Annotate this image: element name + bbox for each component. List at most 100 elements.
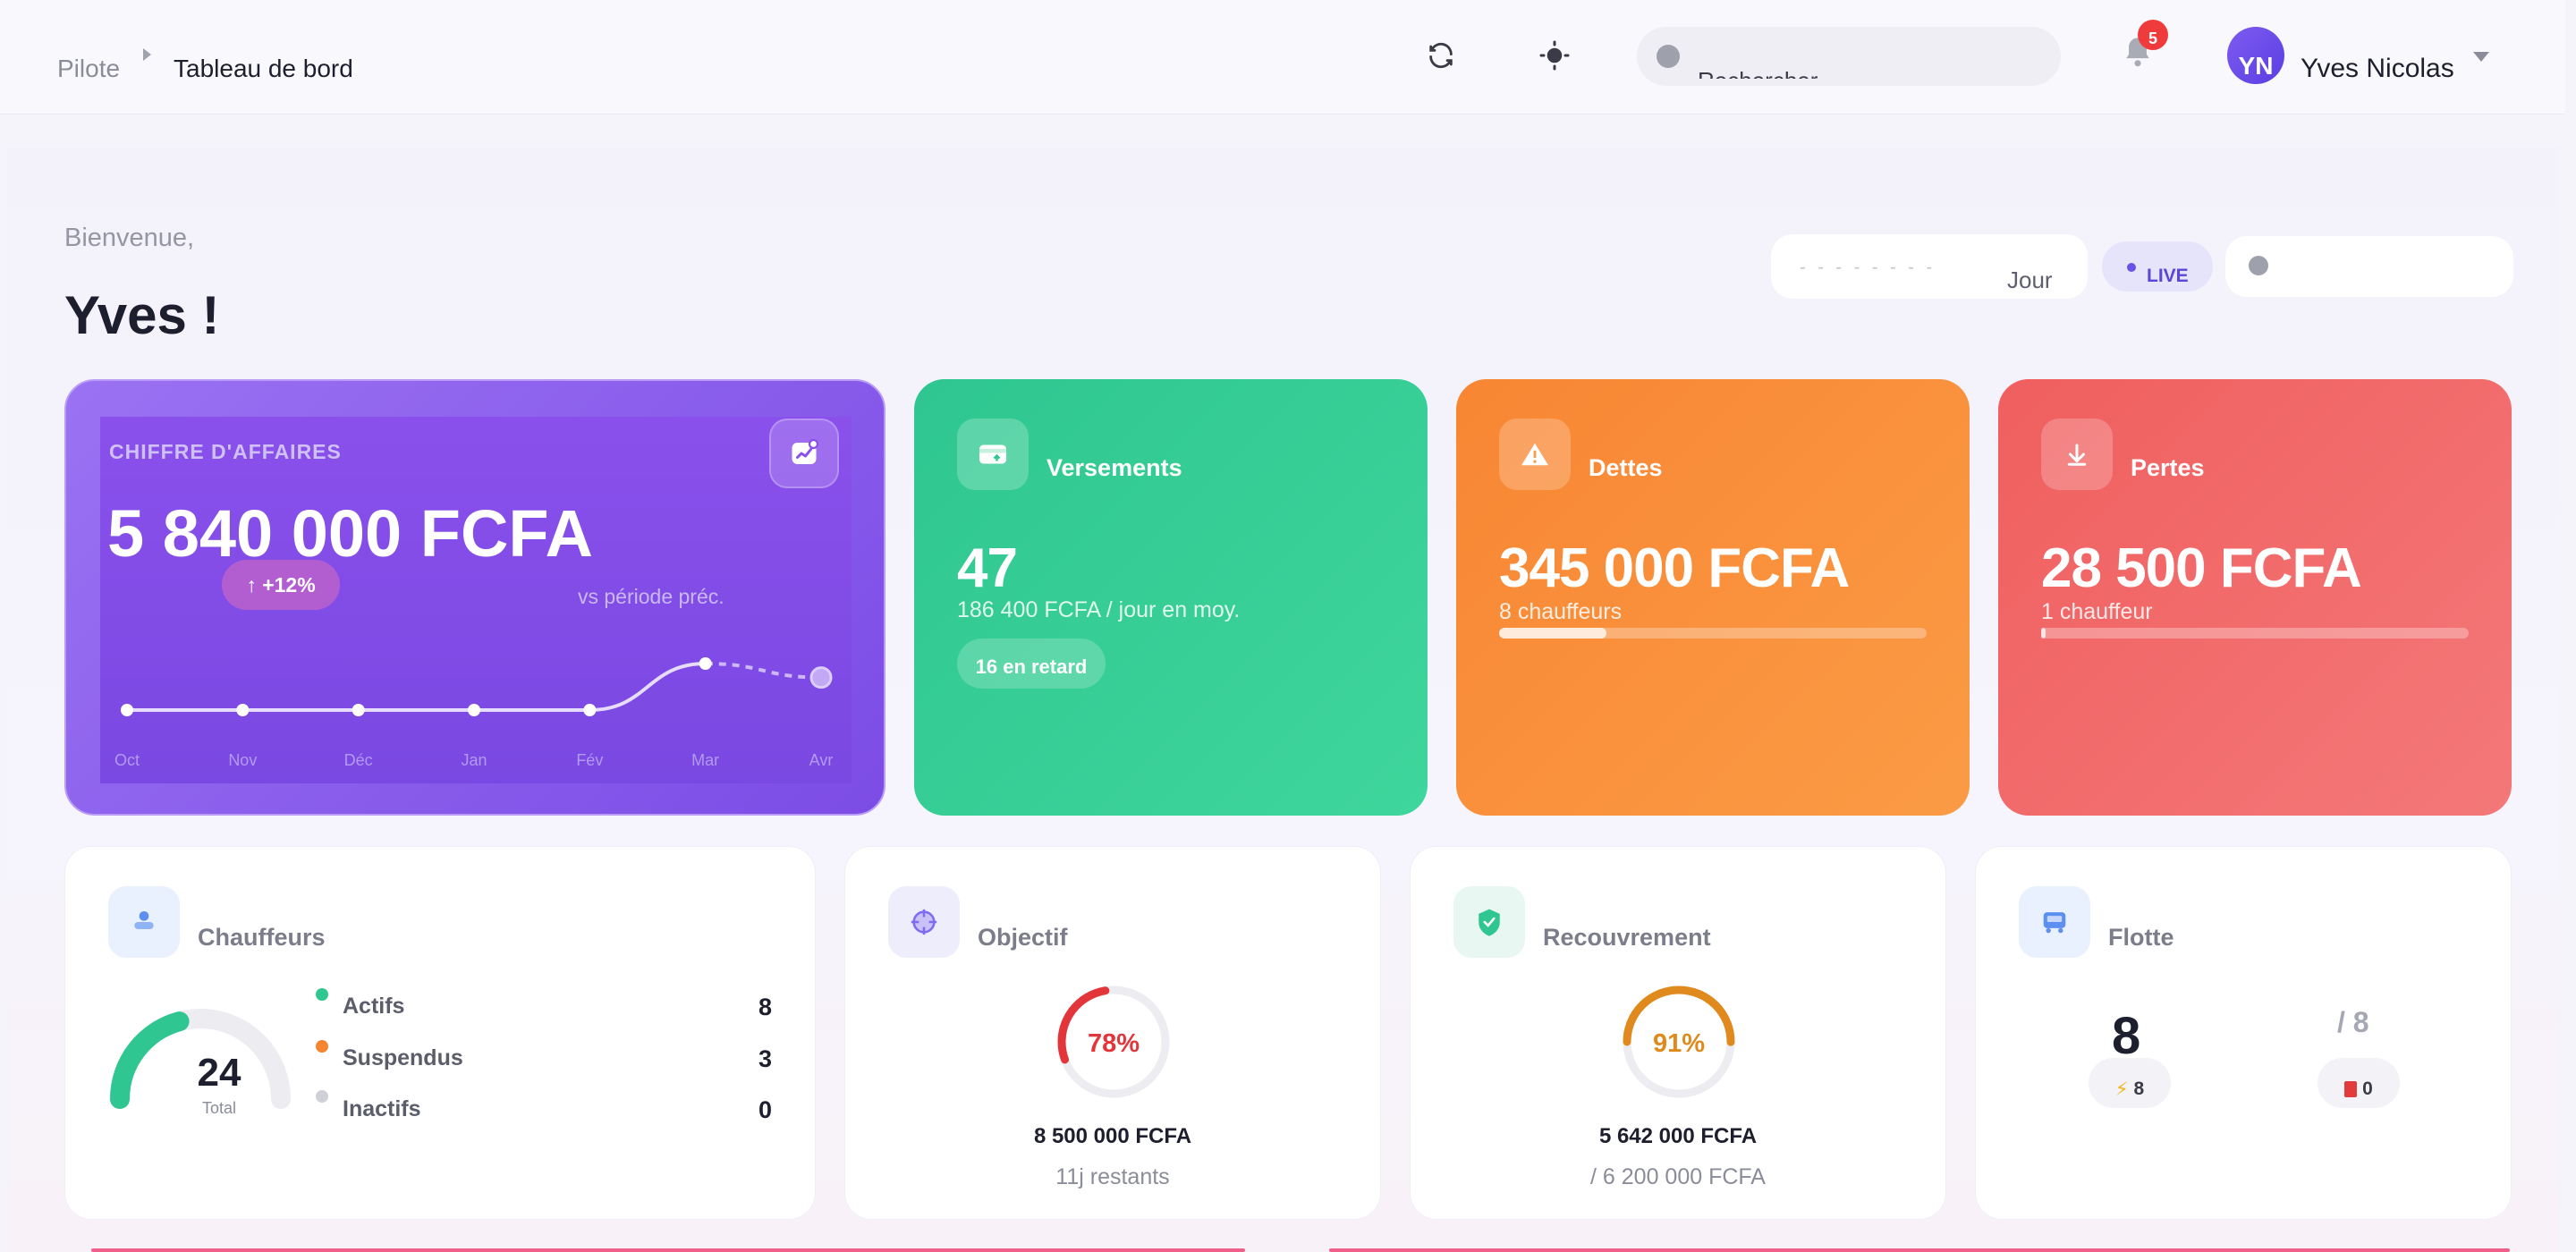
revenue-compare: vs période préc.	[578, 585, 724, 608]
ring-progress	[1057, 986, 1170, 1098]
notification-badge: 5	[2138, 20, 2168, 50]
flotte-total: / 8	[2337, 1006, 2369, 1038]
revenue-month-label: Avr	[809, 751, 834, 769]
recouvrement-amount: 5 642 000 FCFA	[1598, 1124, 1758, 1148]
chart-icon	[792, 438, 819, 464]
drivers-title: Chauffeurs	[198, 924, 326, 951]
legend-dot-suspendus	[316, 1040, 328, 1053]
breadcrumb-root[interactable]: Pilote	[57, 55, 121, 82]
user-greeting: Yves !	[64, 285, 220, 345]
revenue-point[interactable]	[121, 704, 133, 716]
date-input[interactable]: - - - - - - - -	[1800, 258, 1936, 277]
recouvrement-card[interactable]: Recouvrement 91% 5 642 000 FCFA / 6 200 …	[1410, 846, 1946, 1220]
revenue-trend: +12%	[262, 572, 316, 596]
dashboard-search[interactable]	[2225, 236, 2513, 297]
dettes-icon-wrap	[1499, 419, 1571, 490]
versements-label: Versements	[1046, 454, 1182, 481]
search-icon	[1657, 45, 1680, 68]
driver-icon	[134, 911, 154, 929]
revenue-point[interactable]	[468, 704, 480, 716]
revenue-trend-badge: ↑ +12%	[222, 560, 340, 610]
dettes-label: Dettes	[1589, 454, 1663, 481]
versements-icon-wrap	[957, 419, 1029, 490]
objectif-icon-wrap	[888, 886, 960, 958]
revenue-forecast-line	[705, 662, 822, 680]
top-bar: Pilote Tableau de bord Rechercher 5 YN Y…	[0, 0, 2565, 114]
flotte-card[interactable]: Flotte 8 / 8 ⚡ 8 0	[1975, 846, 2512, 1220]
revenue-card-panel: CHIFFRE D'AFFAIRES 5 840 000 FCFA ↑ +12%…	[100, 417, 852, 783]
revenue-point[interactable]	[352, 704, 365, 716]
live-label: LIVE	[2147, 266, 2189, 286]
revenue-month-label: Déc	[344, 751, 373, 769]
legend-count-actifs: 8	[758, 994, 772, 1020]
drivers-card[interactable]: Chauffeurs 24 Total Actifs 8 Suspendus 3…	[64, 846, 816, 1220]
warning-icon	[1521, 443, 1548, 466]
objectif-amount: 8 500 000 FCFA	[1033, 1124, 1192, 1148]
objectif-title: Objectif	[978, 924, 1068, 951]
avatar[interactable]: YN	[2227, 27, 2284, 84]
live-toggle[interactable]: LIVE	[2102, 241, 2213, 292]
pertes-card[interactable]: Pertes 28 500 FCFA 1 chauffeur	[1998, 379, 2512, 816]
legend-dot-inactifs	[316, 1090, 328, 1103]
revenue-point[interactable]	[236, 704, 250, 716]
drivers-icon-wrap	[108, 886, 180, 958]
dettes-card[interactable]: Dettes 345 000 FCFA 8 chauffeurs	[1456, 379, 1970, 816]
objectif-percent: 78%	[1087, 1029, 1140, 1058]
revenue-point[interactable]	[699, 657, 712, 670]
legend-dot-actifs	[316, 988, 328, 1001]
versements-average: 186 400 FCFA / jour en moy.	[957, 597, 1241, 622]
revenue-month-label: Nov	[228, 751, 257, 769]
sun-icon	[1539, 40, 1570, 71]
bottom-card-edge	[91, 1248, 1245, 1252]
objectif-card[interactable]: Objectif 78% 8 500 000 FCFA 11j restants	[844, 846, 1381, 1220]
global-search[interactable]: Rechercher	[1637, 27, 2061, 86]
flotte-active-pill: ⚡ 8	[2089, 1058, 2171, 1108]
late-payments-badge[interactable]: 16 en retard	[957, 639, 1106, 689]
revenue-line	[127, 662, 706, 712]
drivers-gauge-active	[110, 1011, 190, 1109]
user-menu-chevron-icon[interactable]	[2473, 52, 2489, 62]
versements-card[interactable]: Versements 47 186 400 FCFA / jour en moy…	[914, 379, 1428, 816]
live-dot-icon	[2127, 263, 2136, 272]
period-select[interactable]: Jour	[2007, 266, 2053, 293]
flotte-active-count: 8	[2133, 1079, 2145, 1099]
date-picker[interactable]: - - - - - - - -	[1771, 234, 2088, 299]
revenue-month-label: Mar	[691, 751, 719, 769]
chart-button[interactable]	[769, 419, 839, 488]
bottom-card-edge	[1329, 1248, 2510, 1252]
flotte-icon-wrap	[2019, 886, 2090, 958]
revenue-value: 5 840 000 FCFA	[107, 496, 593, 571]
revenue-month-label: Oct	[114, 751, 140, 769]
recouvrement-percent: 91%	[1652, 1029, 1706, 1058]
search-icon	[2249, 256, 2268, 275]
flotte-count: 8	[2112, 1007, 2141, 1065]
dettes-progress-fill	[1499, 628, 1606, 639]
theme-toggle-button[interactable]	[1530, 30, 1580, 80]
revenue-card[interactable]: CHIFFRE D'AFFAIRES 5 840 000 FCFA ↑ +12%…	[64, 379, 886, 816]
refresh-button[interactable]	[1416, 30, 1466, 80]
wallet-icon	[979, 444, 1006, 464]
flotte-fuel-count: 0	[2362, 1079, 2373, 1099]
revenue-month-label: Jan	[461, 751, 487, 769]
page-title: Tableau de bord	[174, 55, 353, 82]
revenue-label: CHIFFRE D'AFFAIRES	[109, 440, 342, 463]
recouvrement-title: Recouvrement	[1543, 924, 1711, 951]
flotte-fuel-pill: 0	[2318, 1058, 2400, 1108]
search-input[interactable]: Rechercher	[1698, 63, 1818, 79]
user-name[interactable]: Yves Nicolas	[2301, 54, 2454, 83]
legend-label-actifs: Actifs	[343, 994, 405, 1019]
pertes-label: Pertes	[2131, 454, 2205, 481]
legend-count-suspendus: 3	[758, 1045, 772, 1072]
revenue-month-label: Fév	[576, 751, 603, 769]
pertes-icon-wrap	[2041, 419, 2113, 490]
welcome-text: Bienvenue,	[64, 224, 195, 252]
legend-label-suspendus: Suspendus	[343, 1045, 463, 1070]
pertes-progress-bar	[2041, 628, 2469, 639]
revenue-point[interactable]	[583, 704, 597, 716]
pertes-value: 28 500 FCFA	[2041, 537, 2362, 599]
legend-count-inactifs: 0	[758, 1096, 772, 1123]
revenue-point[interactable]	[809, 666, 833, 689]
dettes-progress-bar	[1499, 628, 1927, 639]
breadcrumb-separator-icon	[143, 48, 151, 61]
objectif-progress-ring	[1057, 986, 1170, 1098]
